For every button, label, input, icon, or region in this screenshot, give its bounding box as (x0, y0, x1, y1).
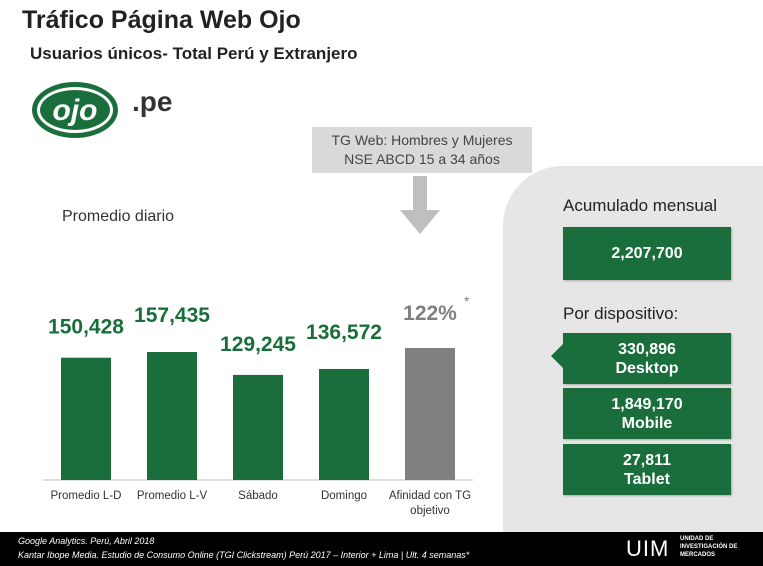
device-name: Desktop (615, 360, 679, 377)
bar (147, 352, 197, 480)
down-arrow-icon (400, 176, 440, 234)
category-label: Promedio L-V (137, 490, 208, 502)
device-value: 1,849,170 (611, 396, 683, 413)
uim-logo-subtitle: UNIDAD DE INVESTIGACIÓN DE MERCADOS (680, 536, 738, 558)
device-value: 27,811 (622, 452, 672, 469)
page-subtitle: Usuarios únicos- Total Perú y Extranjero (30, 44, 358, 63)
device-name: Mobile (621, 415, 673, 432)
bar-chart: 150,428 Promedio L-D 157,435 Promedio L-V 12… (43, 293, 473, 517)
target-group-box: TG Web: Hombres y Mujeres NSE ABCD 15 a … (312, 127, 532, 173)
device-label: Por dispositivo: (563, 304, 679, 323)
target-line-2: NSE ABCD 15 a 34 años (344, 151, 500, 167)
device-value: 330,896 (618, 341, 676, 358)
category-label: Sábado (238, 490, 278, 502)
data-label: 136,572 (306, 321, 382, 344)
footnote-marker: * (464, 293, 470, 309)
monthly-value-box: 2,207,700 (563, 227, 731, 280)
category-label: Afinidad con TG (389, 490, 471, 502)
uim-logo: UIM (626, 536, 670, 561)
bar (405, 348, 455, 480)
device-box-tablet: 27,811 Tablet (563, 444, 731, 495)
data-label: 122% (403, 302, 457, 325)
device-name: Tablet (624, 471, 670, 488)
category-label: Domingo (321, 490, 367, 502)
category-label: Promedio L-D (51, 490, 122, 502)
category-label: objetivo (410, 505, 450, 517)
data-label: 157,435 (134, 304, 210, 327)
bar (233, 374, 283, 480)
target-line-1: TG Web: Hombres y Mujeres (331, 132, 513, 148)
monthly-value: 2,207,700 (611, 245, 683, 262)
logo-suffix: .pe (132, 86, 173, 117)
footer: Google Analytics. Perú, Abril 2018 Kanta… (0, 532, 763, 566)
source-line-2: Kantar Ibope Media. Estudio de Consumo O… (18, 550, 470, 560)
page-title: Tráfico Página Web Ojo (22, 6, 301, 34)
source-line-1: Google Analytics. Perú, Abril 2018 (18, 536, 155, 546)
bar (319, 368, 369, 480)
device-box-desktop: 330,896 Desktop (563, 333, 731, 384)
logo-text: ojo (53, 94, 98, 127)
bar (61, 357, 111, 480)
chart-heading: Promedio diario (62, 208, 175, 225)
monthly-label: Acumulado mensual (563, 196, 718, 215)
device-box-mobile: 1,849,170 Mobile (563, 388, 731, 439)
ojo-logo: ojo (32, 82, 118, 138)
pointer-arrow-icon (551, 343, 564, 369)
data-label: 150,428 (48, 316, 124, 339)
data-label: 129,245 (220, 333, 296, 356)
